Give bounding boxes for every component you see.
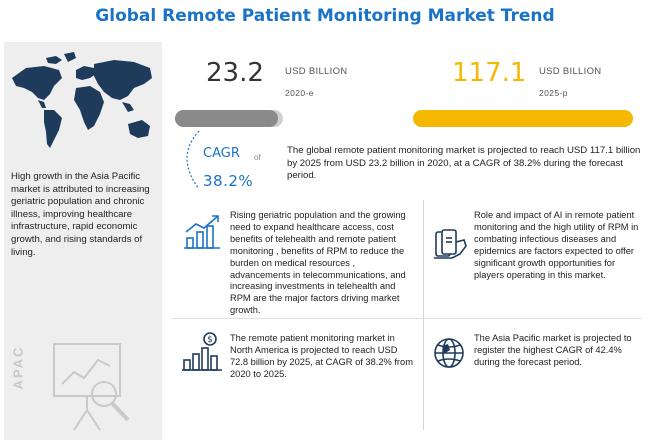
market-2020-value: 23.2 [206, 58, 264, 88]
market-2020-unit: USD BILLION [285, 66, 348, 77]
cagr-of-text: of [254, 153, 261, 162]
growth-arc-icon [186, 130, 200, 190]
horizontal-divider [172, 318, 642, 319]
money-hand-icon [434, 229, 467, 259]
market-2020-year: 2020-e [285, 88, 314, 98]
growth-chart-icon [184, 215, 220, 249]
cagr-value: 38.2% [203, 172, 254, 190]
ai-opportunity-text: Role and impact of AI in remote patient … [474, 210, 639, 280]
svg-text:$: $ [207, 335, 213, 345]
presentation-magnifier-icon [53, 343, 130, 431]
globe-icon [434, 338, 464, 368]
dollar-bar-chart-icon: $ [182, 332, 222, 371]
market-summary: The global remote patient monitoring mar… [287, 145, 641, 181]
north-america-text: The remote patient monitoring market in … [230, 333, 413, 379]
region-label: APAC [10, 345, 26, 390]
market-2020-bar [175, 110, 278, 127]
apac-description: High growth in the Asia Pacific market i… [11, 171, 150, 258]
market-2025-year: 2025-p [539, 88, 568, 98]
cagr-label: CAGR [203, 146, 240, 161]
vertical-divider [423, 200, 424, 430]
page-title: Global Remote Patient Monitoring Market … [95, 6, 555, 26]
market-2025-value: 117.1 [452, 58, 527, 88]
asia-pacific-text: The Asia Pacific market is projected to … [474, 333, 632, 367]
world-map-icon [12, 52, 152, 148]
market-2025-unit: USD BILLION [539, 66, 602, 77]
market-2025-bar [413, 110, 633, 127]
market-drivers-text: Rising geriatric population and the grow… [230, 210, 406, 316]
